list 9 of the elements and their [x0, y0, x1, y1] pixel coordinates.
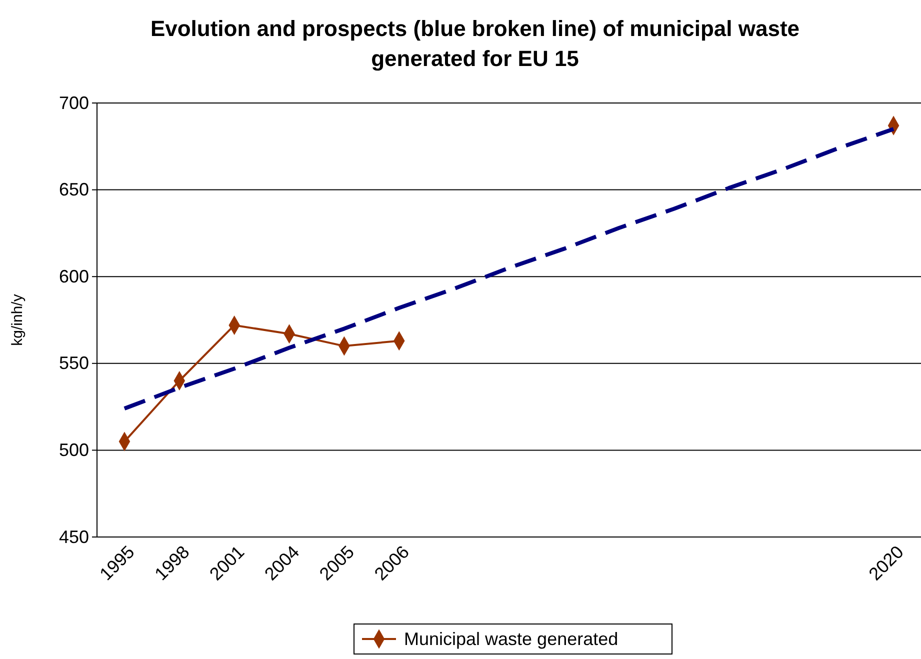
y-tick-label: 700: [58, 92, 89, 113]
y-tick-label: 600: [58, 266, 89, 286]
y-tick-label: 450: [58, 526, 89, 547]
chart-title: Evolution and prospects (blue broken line) of municipal waste generated for EU 15: [150, 16, 800, 71]
y-tick-label: 500: [58, 440, 89, 460]
y-axis-title: kg/inh/y: [9, 294, 26, 346]
y-tick-label: 550: [58, 353, 89, 374]
legend-label: Municipal waste generated: [404, 629, 618, 649]
y-tick-label: 650: [58, 180, 89, 200]
